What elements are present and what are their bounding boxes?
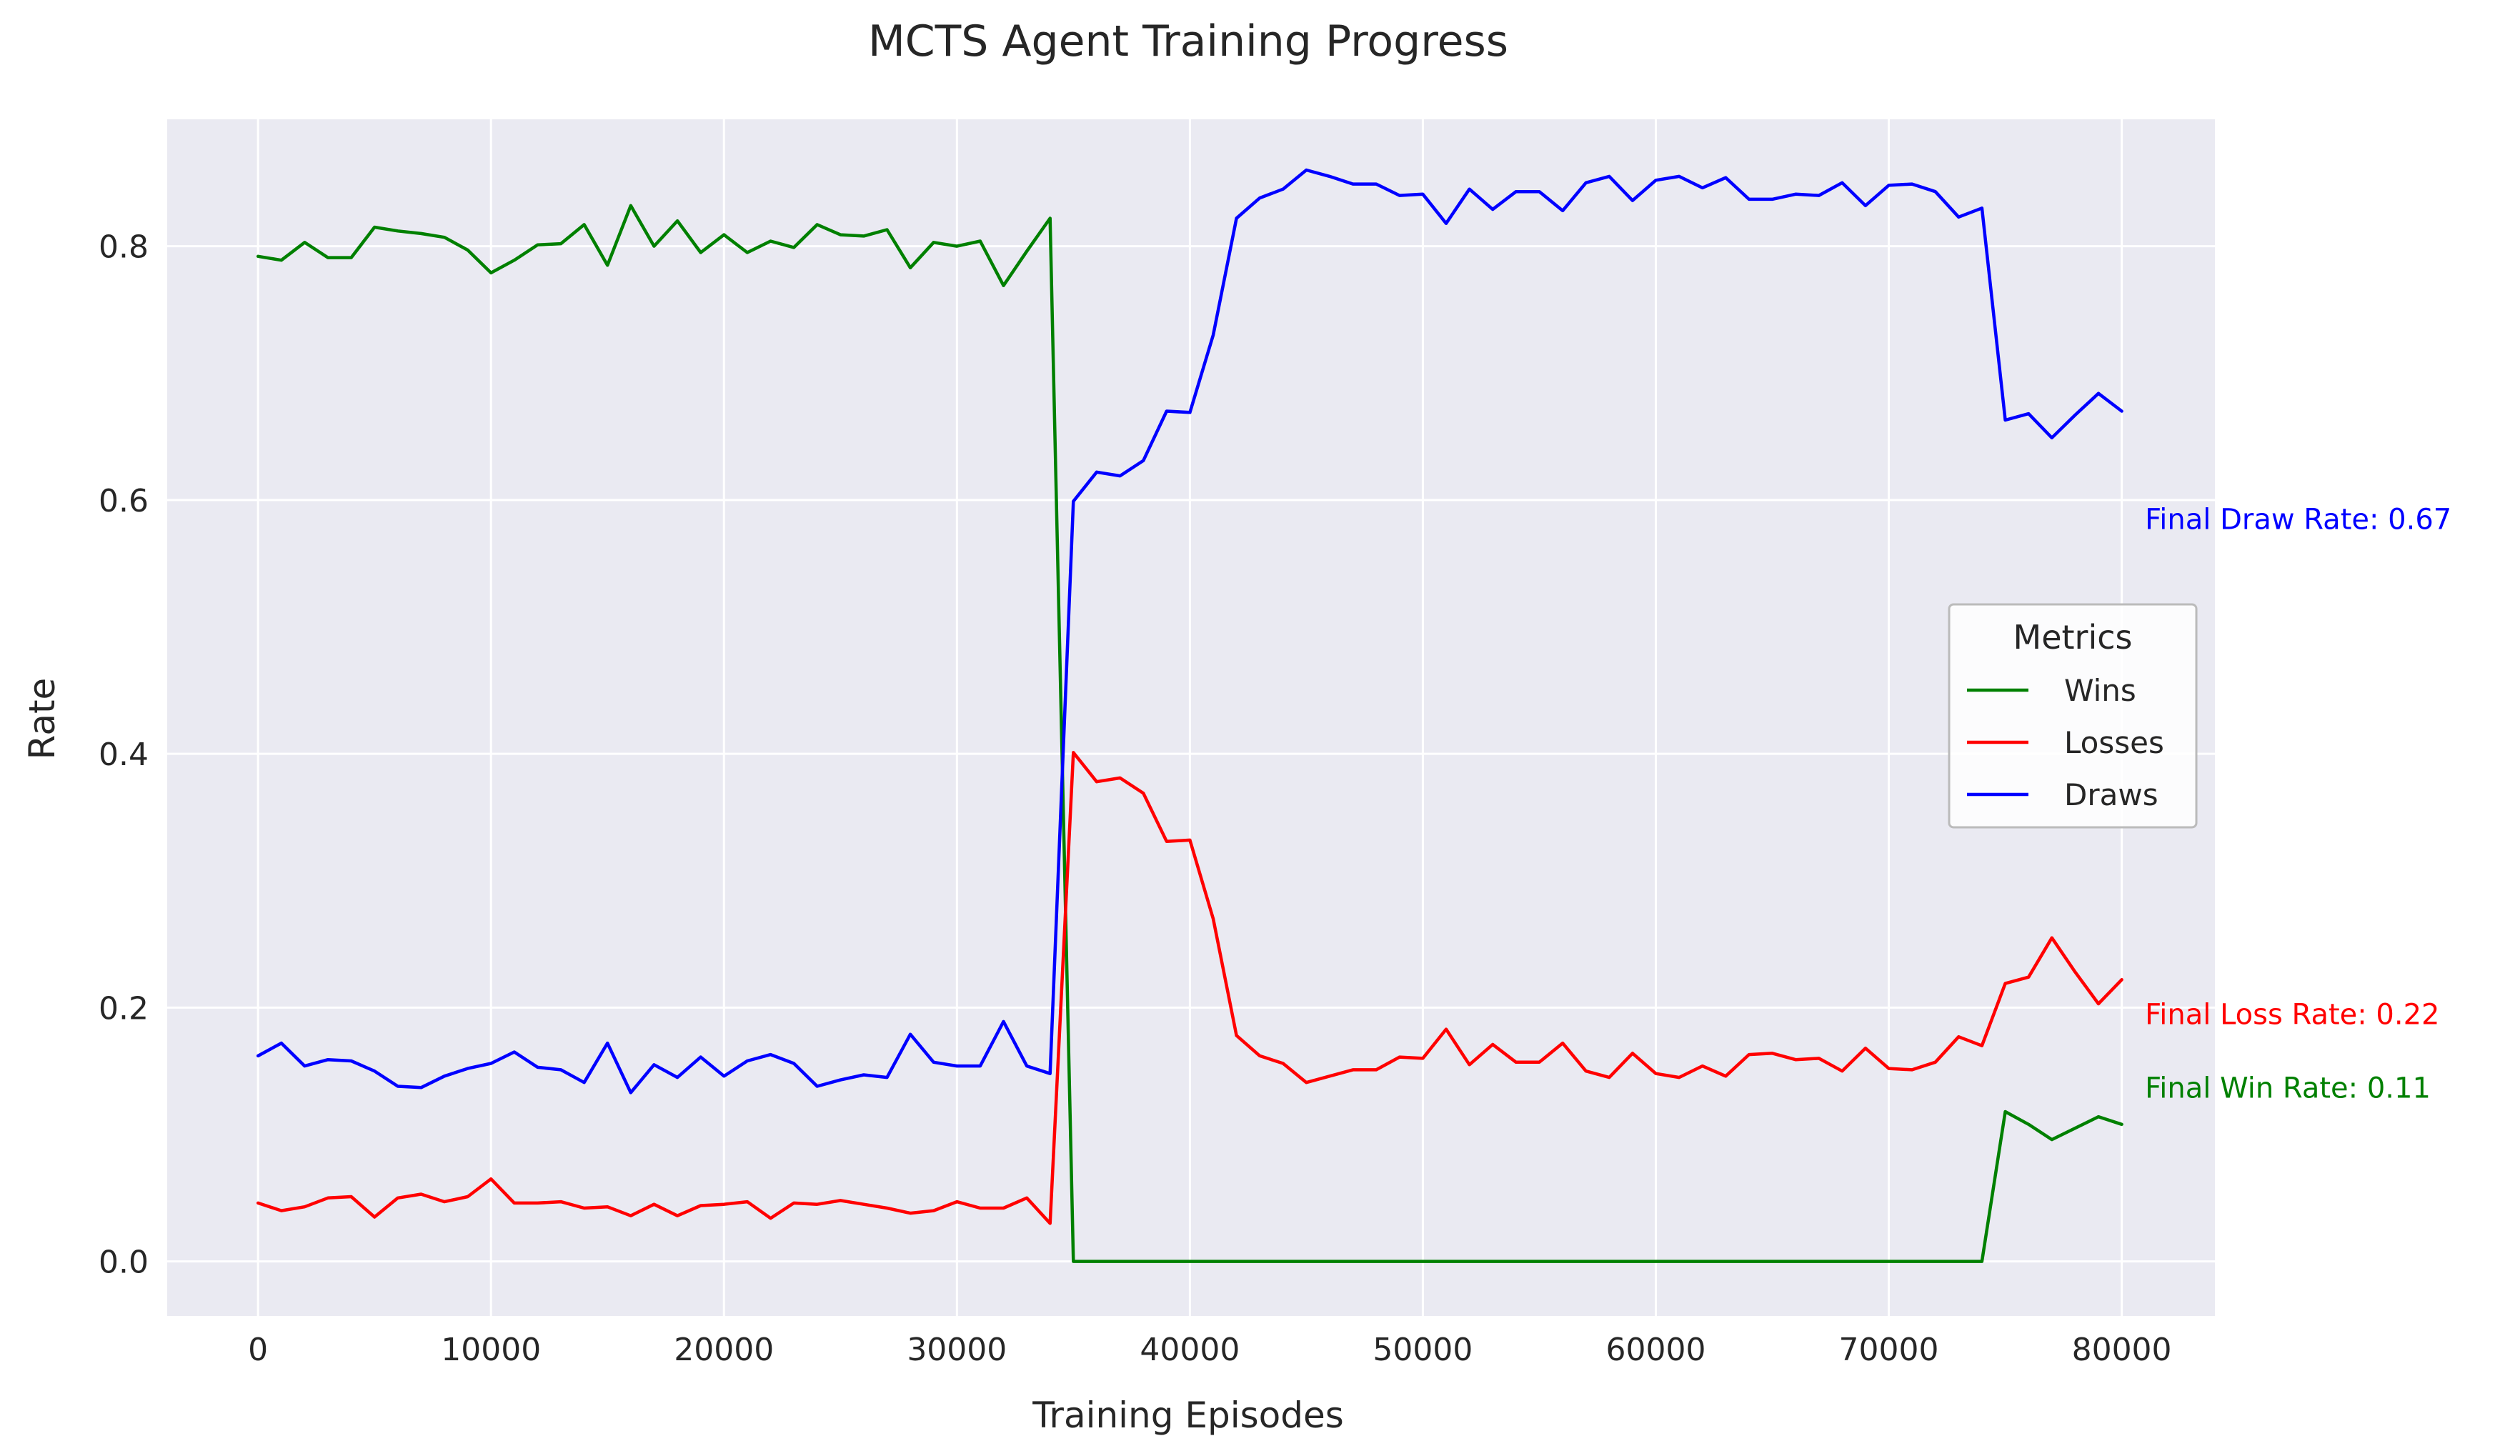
annotation-label: Final Draw Rate: 0.67 — [2145, 504, 2451, 537]
x-tick-label: 80000 — [2072, 1332, 2172, 1368]
series-layer — [256, 168, 2123, 1263]
series-line-wins — [256, 204, 2123, 1263]
y-tick-label: 0.0 — [99, 1245, 149, 1281]
legend-label-wins: Wins — [2064, 673, 2136, 708]
chart-title: MCTS Agent Training Progress — [868, 16, 1508, 66]
legend-label-losses: Losses — [2064, 725, 2164, 760]
y-tick-label: 0.8 — [99, 229, 149, 266]
x-tick-label: 70000 — [1839, 1332, 1939, 1368]
x-tick-label: 40000 — [1140, 1332, 1240, 1368]
x-tick-label: 50000 — [1373, 1332, 1473, 1368]
x-tick-label: 0 — [248, 1332, 268, 1368]
x-tick-label: 30000 — [907, 1332, 1007, 1368]
annotation-label: Final Win Rate: 0.11 — [2145, 1072, 2431, 1105]
x-tick-label: 60000 — [1605, 1332, 1705, 1368]
y-tick-label: 0.4 — [99, 737, 149, 773]
legend-box — [1948, 603, 2198, 829]
legend-label-draws: Draws — [2064, 777, 2158, 812]
annotation-label: Final Loss Rate: 0.22 — [2145, 998, 2439, 1031]
x-tick-label: 10000 — [441, 1332, 541, 1368]
legend-entries: Wins Losses Draws — [1967, 673, 2164, 812]
legend: Metrics Wins Losses Draws — [1948, 603, 2198, 829]
y-tick-label: 0.2 — [99, 990, 149, 1027]
series-line-draws — [256, 168, 2123, 1095]
annotations: Final Draw Rate: 0.67 Final Loss Rate: 0.… — [2145, 504, 2451, 1105]
x-tick-labels: 0 10000 20000 30000 40000 50000 60000 70000 8000… — [248, 1332, 2171, 1368]
y-tick-labels: 0.0 0.2 0.4 0.6 0.8 — [99, 229, 149, 1281]
x-tick-label: 20000 — [674, 1332, 774, 1368]
legend-title: Metrics — [2013, 618, 2133, 657]
plot-area — [167, 119, 2215, 1316]
y-axis-label: Rate — [21, 678, 63, 760]
x-axis-label: Training Episodes — [1032, 1395, 1344, 1436]
y-tick-label: 0.6 — [99, 483, 149, 519]
series-line-losses — [256, 751, 2123, 1225]
